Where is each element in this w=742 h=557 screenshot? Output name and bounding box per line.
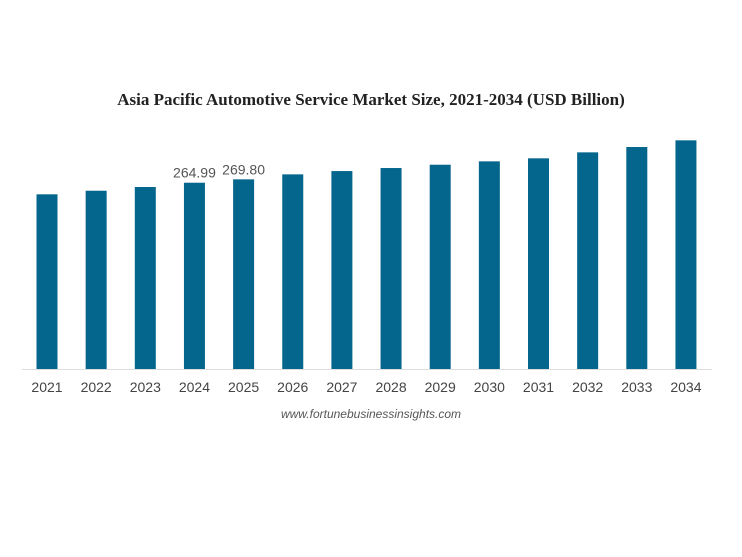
bar-2033 xyxy=(626,147,648,369)
data-label: 264.99 xyxy=(173,165,216,181)
bar-2029 xyxy=(429,164,451,369)
x-tick-label: 2026 xyxy=(277,379,308,395)
bar-2028 xyxy=(380,168,402,369)
x-tick-label: 2034 xyxy=(670,379,701,395)
bar-2024 xyxy=(183,182,205,369)
chart-title: Asia Pacific Automotive Service Market S… xyxy=(117,90,625,109)
bar-2031 xyxy=(528,158,549,369)
x-tick-label: 2029 xyxy=(425,379,456,395)
x-tick-label: 2023 xyxy=(130,379,161,395)
bar-2021 xyxy=(36,194,58,369)
x-tick-label: 2027 xyxy=(326,379,357,395)
x-tick-label: 2025 xyxy=(228,379,259,395)
x-tick-label: 2033 xyxy=(621,379,652,395)
bar-2023 xyxy=(134,187,156,369)
x-tick-label: 2024 xyxy=(179,379,210,395)
x-tick-label: 2030 xyxy=(474,379,505,395)
bar-2032 xyxy=(577,152,599,369)
bar-2026 xyxy=(282,174,304,369)
x-tick-label: 2031 xyxy=(523,379,554,395)
bar-2022 xyxy=(85,190,107,369)
bar-2025 xyxy=(233,179,255,369)
bar-2027 xyxy=(331,171,353,369)
x-tick-label: 2028 xyxy=(375,379,406,395)
x-tick-label: 2021 xyxy=(31,379,62,395)
data-label: 269.80 xyxy=(222,161,265,177)
x-tick-label: 2032 xyxy=(572,379,603,395)
x-tick-label: 2022 xyxy=(81,379,112,395)
bar-2030 xyxy=(478,161,500,369)
source-label: www.fortunebusinessinsights.com xyxy=(280,407,462,421)
bar-2034 xyxy=(675,140,697,369)
